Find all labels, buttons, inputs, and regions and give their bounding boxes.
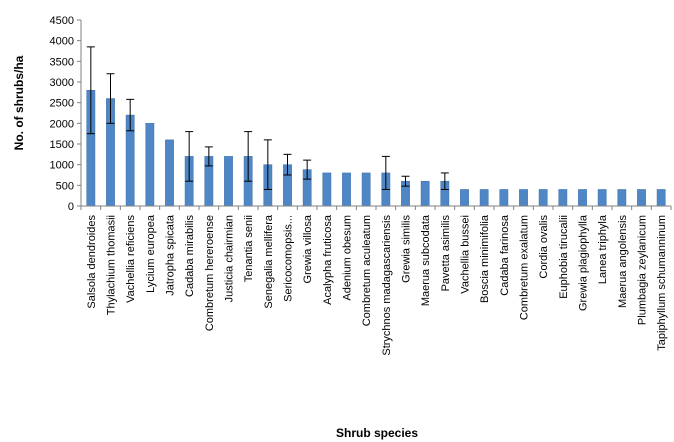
x-category-label: Grewia similis — [401, 215, 413, 283]
x-category-label: Pavetta asimilis — [440, 215, 452, 292]
bar — [538, 189, 548, 207]
x-category-label: Salsola dendroides — [86, 215, 98, 309]
x-axis: Salsola dendroides Thylachium thomasii Vac… — [80, 205, 672, 356]
x-category-label: Adenium obesum — [342, 215, 354, 301]
bar — [519, 189, 528, 207]
x-category-label: Tenantia senii — [243, 215, 255, 282]
y-tick-label: 1500 — [50, 139, 74, 151]
bar — [165, 139, 174, 207]
bar — [420, 180, 430, 207]
x-category-label: Lycium europea — [145, 214, 157, 293]
bar — [342, 172, 351, 207]
bar — [361, 172, 371, 207]
y-tick-label: 4000 — [50, 36, 74, 48]
bar — [637, 189, 646, 207]
bar — [558, 189, 568, 207]
x-category-label: Strychnos madagascariensis — [381, 215, 393, 356]
x-category-label: Tapiphyllum schumanninum — [656, 215, 668, 351]
x-category-label: Vachellia reficiens — [125, 215, 137, 303]
x-category-label: Plumbagia zeylanicum — [637, 215, 649, 325]
x-category-label: Combretum exalatum — [519, 215, 531, 320]
x-category-label: Euphobia tirucalii — [558, 215, 570, 299]
bar — [617, 189, 627, 207]
x-category-label: Thylachium thomasii — [106, 215, 118, 315]
x-category-label: Combretum aculeatum — [361, 215, 373, 326]
bar — [479, 189, 489, 207]
y-tick-label: 2000 — [50, 118, 74, 130]
x-category-label: Sericocomopsis... — [283, 215, 295, 302]
x-category-label: Boscia minimifolia — [479, 214, 491, 303]
x-category-label: Grewia plagiophylla — [578, 214, 590, 311]
x-category-label: Maerua subcodata — [420, 214, 432, 306]
y-tick-label: 3000 — [50, 77, 74, 89]
x-category-label: Cordia ovalis — [538, 215, 550, 279]
x-category-label: Combretum hereroense — [204, 215, 216, 331]
bar — [578, 189, 587, 207]
bars — [86, 90, 666, 207]
bar — [145, 123, 155, 207]
x-category-label: Justicia chairmian — [224, 215, 236, 302]
x-category-label: Lanea triphyla — [597, 214, 609, 284]
x-category-label: Cadaba mirabilis — [184, 215, 196, 297]
y-tick-label: 4500 — [50, 15, 74, 27]
x-category-label: Senegalia mellifera — [263, 214, 275, 308]
x-axis-title: Shrub species — [336, 426, 418, 440]
y-axis-title: No. of shrubs/ha — [12, 55, 26, 150]
y-tick-label: 1000 — [50, 160, 74, 172]
y-tick-label: 0 — [68, 201, 74, 213]
bar — [499, 189, 509, 207]
x-category-label: Acalypha fruticosa — [322, 214, 334, 305]
x-category-label: Maerua angolensis — [617, 215, 629, 308]
x-category-label: Cadaba farinosa — [499, 214, 511, 296]
y-axis: 0 500 1000 1500 2000 2500 3000 3500 4000 4500 — [50, 15, 82, 213]
bar — [460, 189, 469, 207]
bar — [597, 189, 607, 207]
y-tick-label: 3500 — [50, 56, 74, 68]
bar — [224, 156, 233, 207]
x-category-label: Jatropha spicata — [165, 214, 177, 296]
bar — [322, 172, 332, 207]
x-category-label: Vachellia bussei — [460, 215, 472, 294]
bar — [656, 189, 666, 207]
y-tick-label: 2500 — [50, 98, 74, 110]
error-bars — [86, 46, 449, 190]
y-tick-label: 500 — [56, 180, 74, 192]
x-category-label: Grewia villosa — [302, 214, 314, 283]
